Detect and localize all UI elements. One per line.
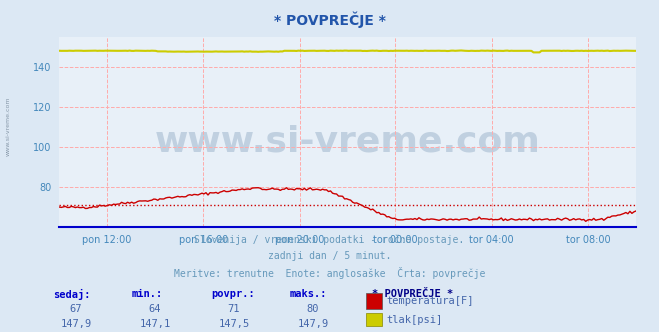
- Text: min.:: min.:: [132, 289, 163, 299]
- Text: 64: 64: [148, 304, 161, 314]
- Text: maks.:: maks.:: [290, 289, 328, 299]
- Text: 147,1: 147,1: [140, 319, 171, 329]
- Text: sedaj:: sedaj:: [53, 289, 90, 300]
- Text: Meritve: trenutne  Enote: anglosaške  Črta: povprečje: Meritve: trenutne Enote: anglosaške Črta…: [174, 267, 485, 279]
- Text: * POVPREČJE *: * POVPREČJE *: [273, 12, 386, 28]
- Text: zadnji dan / 5 minut.: zadnji dan / 5 minut.: [268, 251, 391, 261]
- Text: www.si-vreme.com: www.si-vreme.com: [155, 124, 540, 158]
- Text: povpr.:: povpr.:: [211, 289, 254, 299]
- Text: temperatura[F]: temperatura[F]: [387, 296, 474, 306]
- Text: www.si-vreme.com: www.si-vreme.com: [5, 96, 11, 156]
- Text: 67: 67: [69, 304, 82, 314]
- Text: 80: 80: [306, 304, 319, 314]
- Text: tlak[psi]: tlak[psi]: [387, 315, 443, 325]
- Text: 147,5: 147,5: [219, 319, 250, 329]
- Text: 147,9: 147,9: [61, 319, 92, 329]
- Text: Slovenija / vremenski podatki - ročne postaje.: Slovenija / vremenski podatki - ročne po…: [194, 234, 465, 245]
- Text: 147,9: 147,9: [298, 319, 329, 329]
- Text: 71: 71: [227, 304, 240, 314]
- Text: * POVPREČJE *: * POVPREČJE *: [372, 289, 453, 299]
